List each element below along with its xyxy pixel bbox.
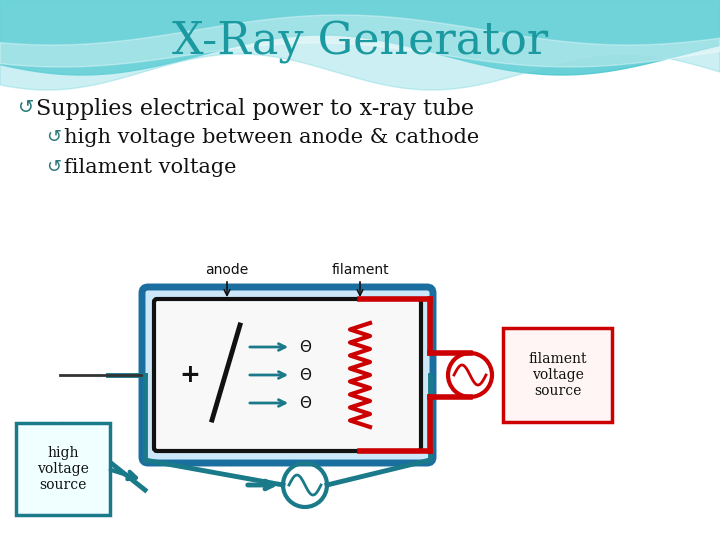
- Text: filament: filament: [331, 263, 389, 277]
- Text: Θ: Θ: [299, 368, 311, 382]
- Text: anode: anode: [205, 263, 248, 277]
- FancyBboxPatch shape: [503, 328, 612, 422]
- Text: +: +: [179, 363, 200, 387]
- FancyBboxPatch shape: [154, 299, 421, 451]
- Text: ↺: ↺: [18, 98, 35, 117]
- Text: ↺: ↺: [46, 158, 61, 176]
- FancyBboxPatch shape: [16, 423, 110, 515]
- Text: high voltage between anode & cathode: high voltage between anode & cathode: [64, 128, 480, 147]
- Text: Supplies electrical power to x-ray tube: Supplies electrical power to x-ray tube: [36, 98, 474, 120]
- Text: high
voltage
source: high voltage source: [37, 446, 89, 492]
- Text: Θ: Θ: [299, 395, 311, 410]
- Text: X-Ray Generator: X-Ray Generator: [172, 21, 548, 64]
- Text: filament voltage: filament voltage: [64, 158, 236, 177]
- FancyBboxPatch shape: [142, 287, 433, 463]
- Text: filament
voltage
source: filament voltage source: [528, 352, 587, 398]
- Text: ↺: ↺: [46, 128, 61, 146]
- Text: Θ: Θ: [299, 340, 311, 354]
